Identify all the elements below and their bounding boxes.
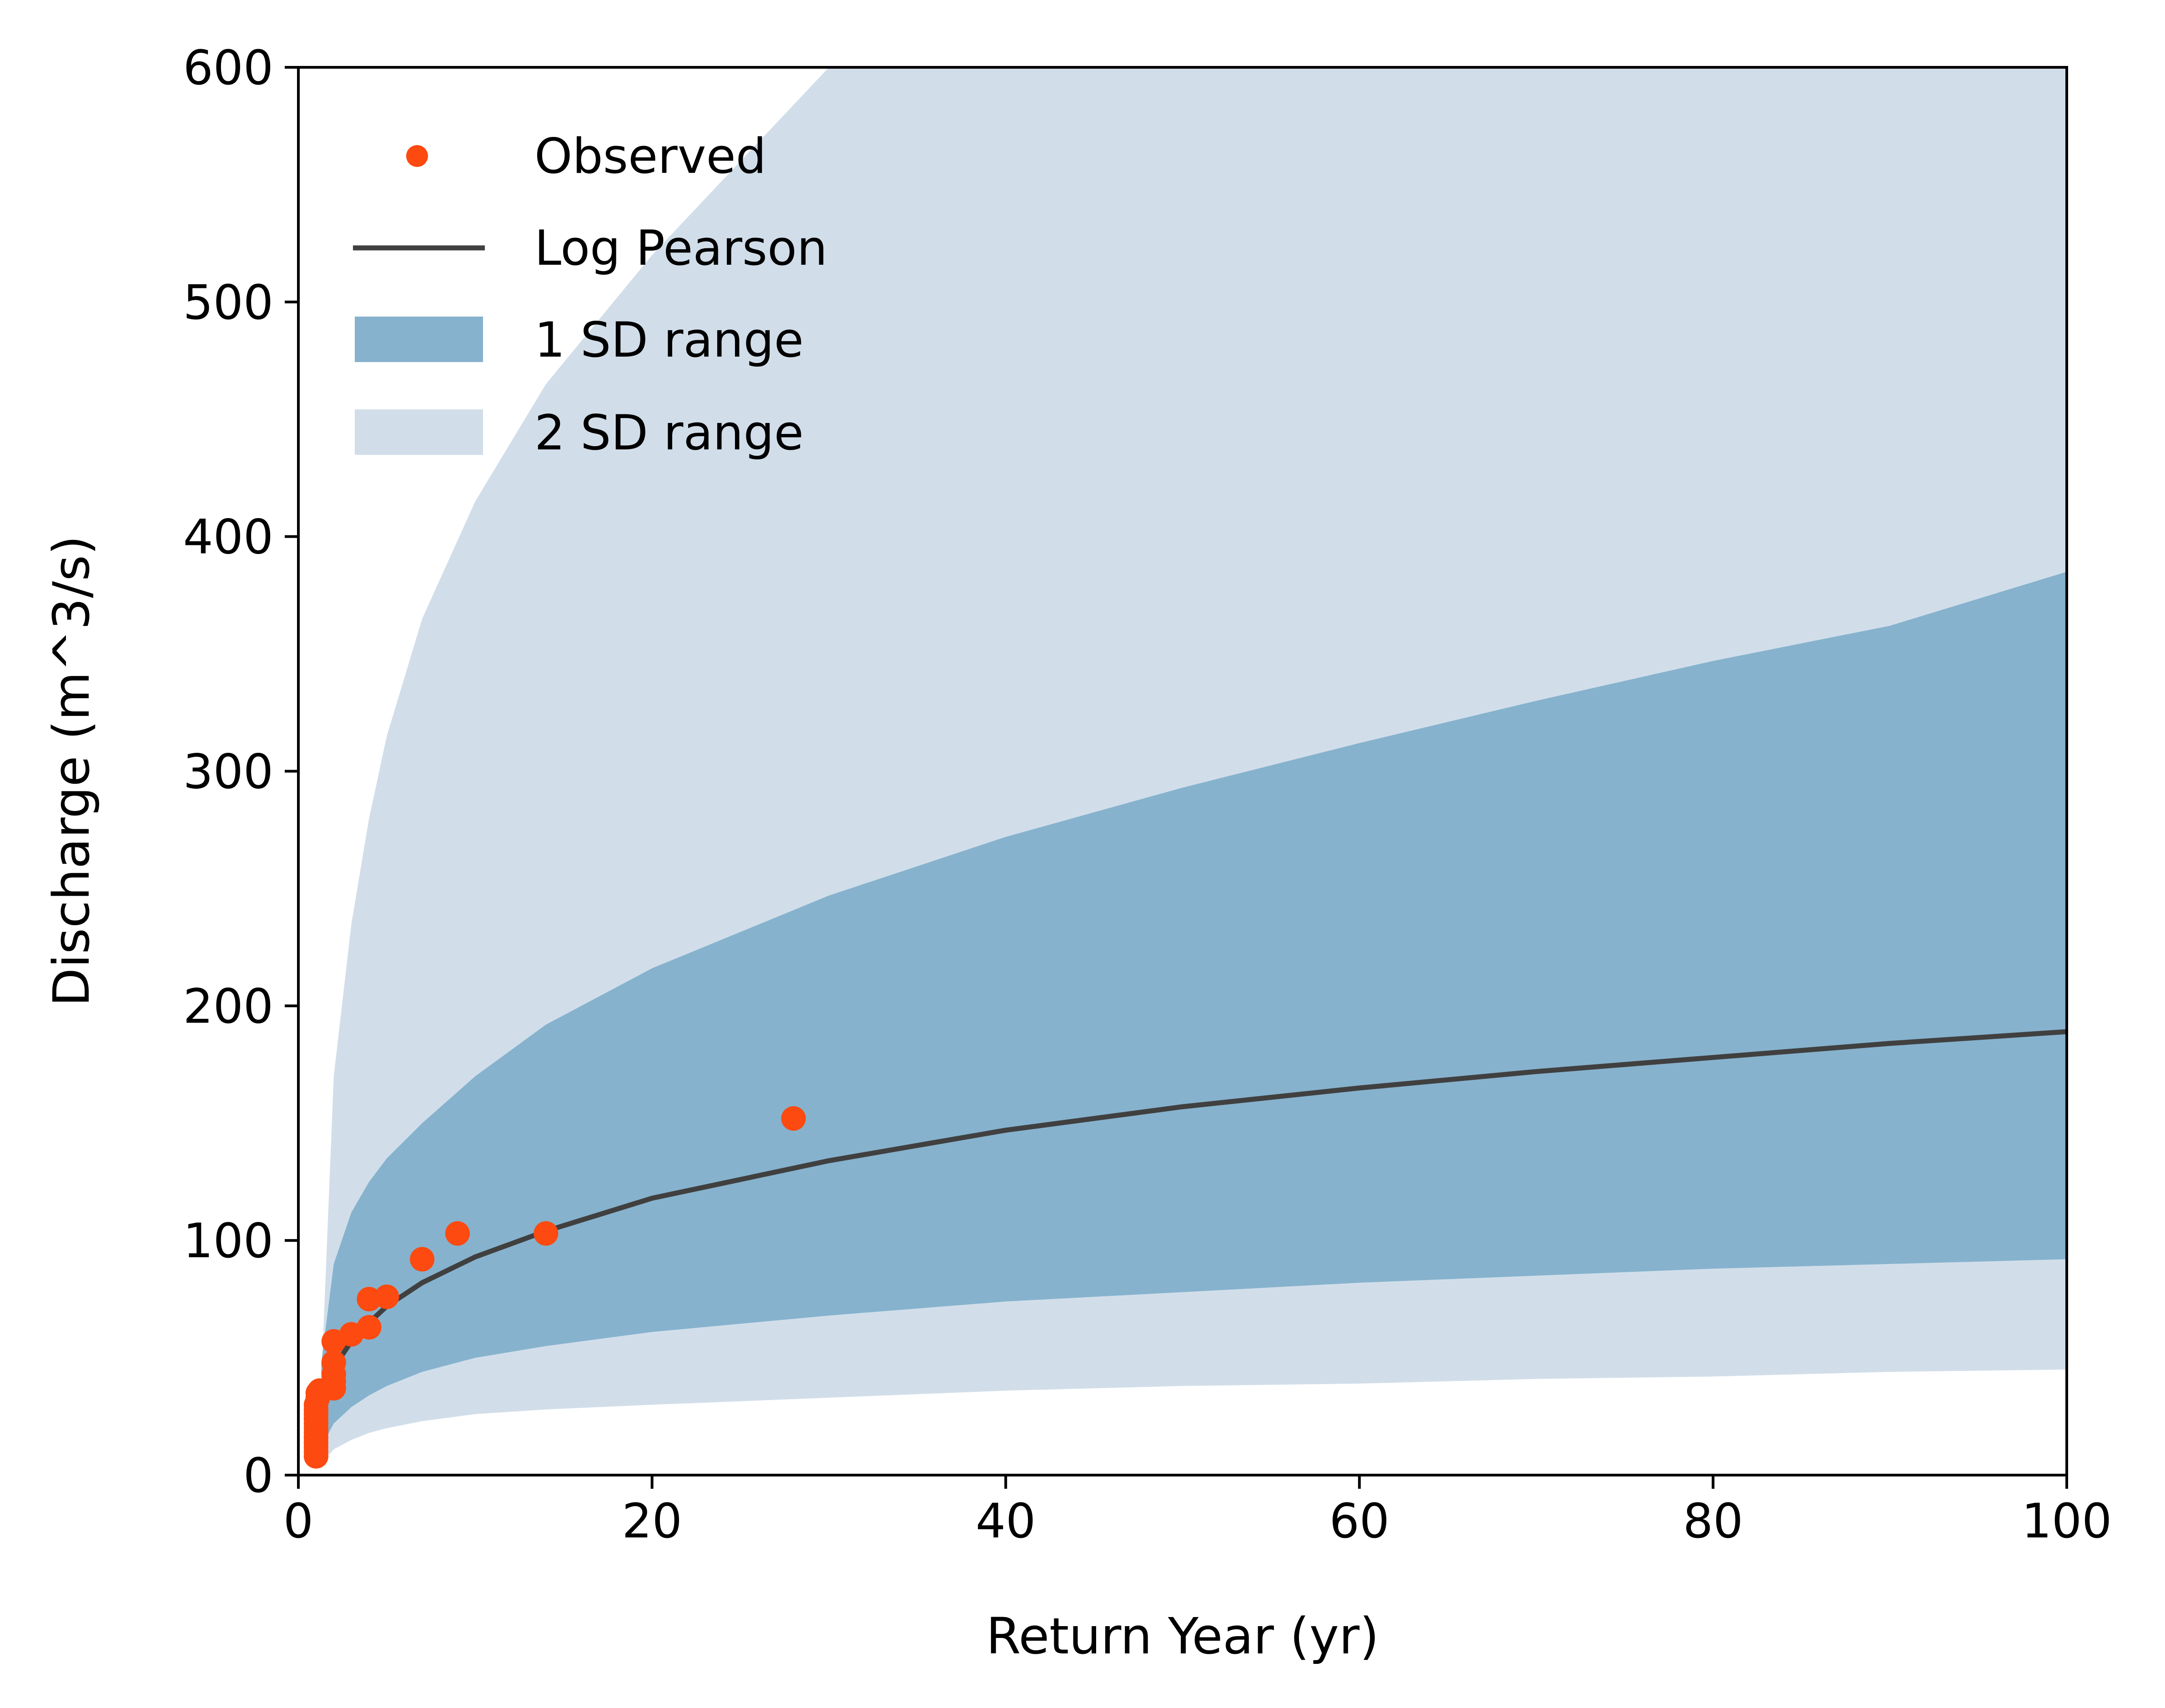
x-tick-label: 40 <box>976 1493 1036 1549</box>
one-sd-range-band <box>321 572 2067 1447</box>
legend: Observed Log Pearson 1 SD range 2 SD ran… <box>353 128 827 461</box>
legend-observed-label: Observed <box>534 128 766 184</box>
x-tick-label: 100 <box>2022 1493 2112 1549</box>
observed-point <box>534 1221 559 1246</box>
x-axis: 0 20 40 60 80 100 <box>283 1475 2112 1549</box>
observed-point <box>357 1315 382 1340</box>
y-axis-label: Discharge (m^3/s) <box>42 535 101 1006</box>
y-tick-label: 300 <box>183 744 273 800</box>
x-tick-label: 20 <box>622 1493 682 1549</box>
legend-log-pearson-label: Log Pearson <box>534 220 827 276</box>
y-tick-label: 200 <box>183 978 273 1034</box>
y-axis: 0 100 200 300 400 500 600 <box>183 40 298 1503</box>
observed-point <box>321 1350 346 1375</box>
observed-point <box>445 1221 470 1246</box>
observed-point <box>410 1247 435 1272</box>
legend-one-sd-label: 1 SD range <box>534 312 804 368</box>
observed-point <box>781 1106 806 1131</box>
x-tick-label: 80 <box>1683 1493 1743 1549</box>
legend-two-sd-label: 2 SD range <box>534 405 804 461</box>
y-tick-label: 100 <box>183 1213 273 1269</box>
y-tick-label: 400 <box>183 509 273 565</box>
legend-observed-marker <box>406 145 428 167</box>
observed-point <box>374 1285 399 1309</box>
legend-one-sd-swatch <box>355 317 483 362</box>
x-tick-label: 60 <box>1329 1493 1390 1549</box>
plot-area <box>303 67 2067 1469</box>
legend-two-sd-swatch <box>355 409 483 455</box>
x-tick-label: 0 <box>283 1493 313 1549</box>
y-tick-label: 0 <box>243 1448 273 1503</box>
x-axis-label: Return Year (yr) <box>986 1607 1379 1665</box>
observed-points <box>303 1106 806 1469</box>
y-tick-label: 500 <box>183 275 273 330</box>
y-tick-label: 600 <box>183 40 273 96</box>
